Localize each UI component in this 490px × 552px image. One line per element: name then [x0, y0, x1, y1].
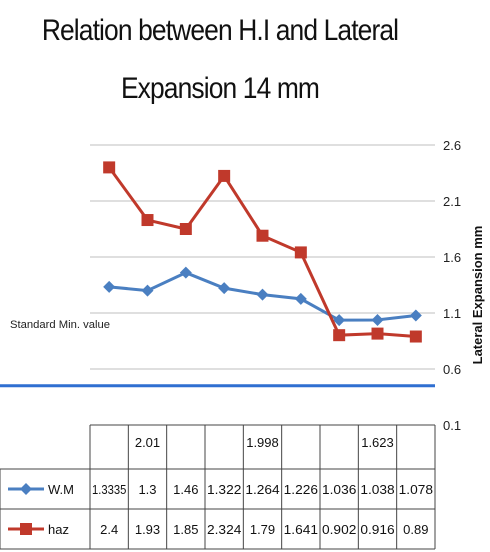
legend-marker [20, 483, 32, 495]
table-cell-value: 1.264 [245, 482, 279, 497]
data-point [371, 313, 384, 326]
y-tick-label: 2.6 [443, 138, 461, 153]
y-tick-label: 0.1 [443, 418, 461, 433]
table-cell-value: 0.916 [360, 522, 394, 537]
y-tick-label: 1.1 [443, 306, 461, 321]
data-point [218, 282, 231, 295]
table-cell-value: 1.79 [250, 522, 275, 537]
table-cell-value: 1.036 [322, 482, 356, 497]
table-cell-value: 1.46 [173, 482, 198, 497]
data-point [256, 229, 269, 242]
table-cell-value: 1.226 [284, 482, 318, 497]
data-point [333, 329, 346, 342]
table-category-label: 2.01 [135, 435, 160, 450]
table-cell-value: 1.078 [399, 482, 433, 497]
table-cell-value: 2.4 [100, 522, 118, 537]
table-cell-value: 0.89 [403, 522, 428, 537]
data-point [371, 327, 384, 340]
legend-label: haz [48, 522, 69, 537]
chart-title-line-2: Expansion 14 mm [120, 72, 320, 105]
table-cell-value: 1.93 [135, 522, 160, 537]
y-axis-title: Lateral Expansion mm [470, 226, 485, 365]
table-category-label: 1.623 [361, 435, 394, 450]
data-point [141, 214, 154, 227]
reference-line-label: Standard Min. value [10, 319, 110, 331]
legend-label: W.M [48, 482, 74, 497]
y-tick-label: 2.1 [443, 194, 461, 209]
legend-marker [20, 523, 32, 535]
data-point [333, 314, 346, 327]
data-point [179, 266, 192, 279]
data-point [141, 284, 154, 297]
data-point [179, 223, 192, 235]
table-category-label: 1.998 [246, 435, 279, 450]
table-cell-value: 1.3335 [92, 482, 126, 497]
chart-title-line-1: Relation between H.I and Lateral [41, 14, 399, 47]
table-cell-value: 2.324 [207, 522, 241, 537]
data-point [103, 280, 116, 293]
data-point [409, 330, 422, 343]
data-point [294, 246, 307, 259]
data-point [103, 161, 116, 174]
table-cell-value: 1.641 [284, 522, 318, 537]
y-tick-label: 1.6 [443, 250, 461, 265]
table-cell-value: 1.322 [207, 482, 241, 497]
table-cell-value: 0.902 [322, 522, 356, 537]
table-cell-value: 1.3 [138, 482, 156, 497]
data-point [294, 292, 307, 305]
data-point [218, 169, 231, 182]
data-point [409, 309, 422, 322]
series-line-haz [107, 166, 416, 339]
data-point [256, 288, 269, 301]
table-cell-value: 1.85 [173, 522, 198, 537]
table-cell-value: 1.038 [360, 482, 394, 497]
y-tick-label: 0.6 [443, 362, 461, 377]
